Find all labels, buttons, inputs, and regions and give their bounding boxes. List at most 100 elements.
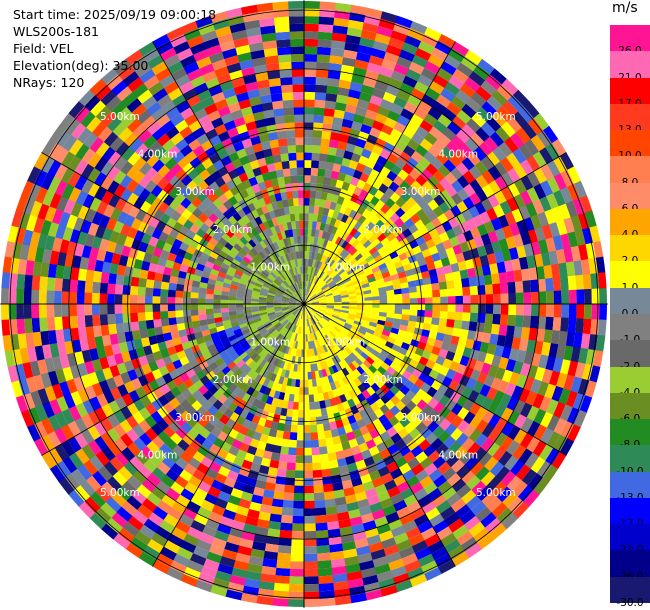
range-gate-cell — [333, 219, 342, 228]
range-gate-cell — [334, 324, 343, 331]
range-gate-cell — [132, 469, 147, 485]
range-gate-cell — [563, 247, 574, 264]
range-gate-cell — [319, 153, 329, 162]
range-gate-cell — [464, 49, 483, 66]
range-gate-cell — [205, 356, 216, 366]
range-gate-cell — [433, 120, 448, 134]
range-gate-cell — [49, 398, 62, 415]
range-gate-cell — [486, 387, 498, 401]
range-gate-cell — [234, 331, 244, 339]
range-gate-cell — [279, 344, 286, 353]
range-gate-cell — [33, 216, 45, 234]
range-gate-cell — [356, 269, 365, 277]
range-gate-cell — [355, 106, 368, 117]
range-gate-cell — [326, 304, 335, 306]
range-gate-cell — [324, 334, 331, 343]
range-gate-cell — [395, 266, 405, 274]
range-gate-cell — [476, 371, 488, 385]
range-gate-cell — [273, 108, 285, 117]
range-gate-cell — [167, 345, 177, 356]
range-gate-cell — [536, 130, 553, 148]
range-gate-cell — [161, 324, 171, 334]
range-gate-cell — [235, 307, 244, 312]
range-gate-cell — [499, 282, 509, 295]
range-gate-cell — [402, 469, 416, 482]
range-gate-cell — [342, 275, 350, 282]
range-gate-cell — [372, 300, 380, 305]
range-gate-cell — [404, 331, 414, 340]
range-gate-cell — [511, 480, 528, 498]
range-gate-cell — [374, 137, 387, 149]
range-gate-cell — [126, 402, 139, 416]
range-gate-cell — [461, 123, 476, 139]
range-gate-cell — [545, 277, 554, 292]
range-gate-cell — [73, 484, 91, 502]
range-gate-cell — [389, 565, 408, 578]
range-gate-cell — [258, 326, 266, 333]
range-gate-cell — [477, 223, 489, 237]
range-gate-cell — [172, 337, 182, 347]
range-gate-cell — [433, 182, 446, 195]
range-gate-cell — [286, 191, 294, 200]
range-gate-cell — [208, 327, 218, 335]
range-gate-cell — [395, 207, 406, 219]
range-gate-cell — [406, 457, 420, 470]
range-gate-cell — [264, 543, 279, 553]
range-gate-cell — [509, 222, 521, 237]
range-gate-cell — [307, 235, 312, 244]
range-gate-cell — [416, 520, 433, 534]
range-gate-cell — [330, 317, 338, 323]
range-gate-cell — [16, 303, 25, 320]
range-gate-cell — [552, 317, 562, 332]
range-gate-cell — [362, 251, 372, 260]
range-gate-cell — [364, 304, 373, 308]
range-gate-cell — [486, 116, 502, 133]
ring-label: 3.00km — [175, 186, 215, 198]
range-gate-cell — [289, 299, 297, 302]
range-gate-cell — [362, 432, 373, 443]
range-gate-cell — [414, 81, 430, 95]
range-gate-cell — [371, 349, 381, 358]
range-gate-cell — [310, 175, 318, 184]
range-gate-cell — [273, 582, 290, 592]
range-gate-cell — [435, 266, 445, 277]
range-gate-cell — [331, 404, 340, 414]
range-gate-cell — [284, 385, 291, 394]
range-gate-cell — [144, 427, 158, 441]
range-gate-cell — [500, 470, 516, 488]
range-gate-cell — [468, 276, 478, 288]
range-gate-cell — [144, 303, 153, 313]
range-gate-cell — [281, 301, 289, 304]
range-gate-cell — [31, 288, 40, 304]
range-gate-cell — [273, 300, 282, 303]
range-gate-cell — [2, 255, 13, 274]
range-gate-cell — [199, 374, 210, 385]
range-gate-cell — [217, 393, 228, 405]
range-gate-cell — [122, 284, 131, 295]
range-gate-cell — [95, 224, 107, 239]
range-gate-cell — [109, 262, 119, 275]
range-gate-cell — [331, 226, 339, 235]
range-gate-cell — [252, 315, 261, 321]
range-gate-cell — [223, 278, 232, 285]
range-gate-cell — [353, 320, 362, 326]
range-gate-cell — [266, 308, 275, 312]
range-gate-cell — [371, 144, 384, 156]
range-gate-cell — [364, 230, 374, 240]
range-gate-cell — [205, 467, 218, 480]
range-gate-cell — [334, 10, 352, 20]
range-gate-cell — [541, 368, 553, 385]
range-gate-cell — [226, 330, 235, 338]
range-gate-cell — [303, 364, 308, 373]
range-gate-cell — [212, 437, 225, 449]
range-gate-cell — [282, 296, 290, 301]
range-gate-cell — [25, 259, 35, 276]
range-gate-cell — [320, 319, 327, 326]
range-gate-cell — [214, 284, 223, 291]
range-gate-cell — [334, 336, 342, 344]
range-gate-cell — [417, 553, 435, 568]
range-gate-cell — [402, 298, 411, 305]
range-gate-cell — [86, 336, 97, 350]
range-gate-cell — [323, 288, 331, 294]
range-gate-cell — [275, 476, 286, 485]
